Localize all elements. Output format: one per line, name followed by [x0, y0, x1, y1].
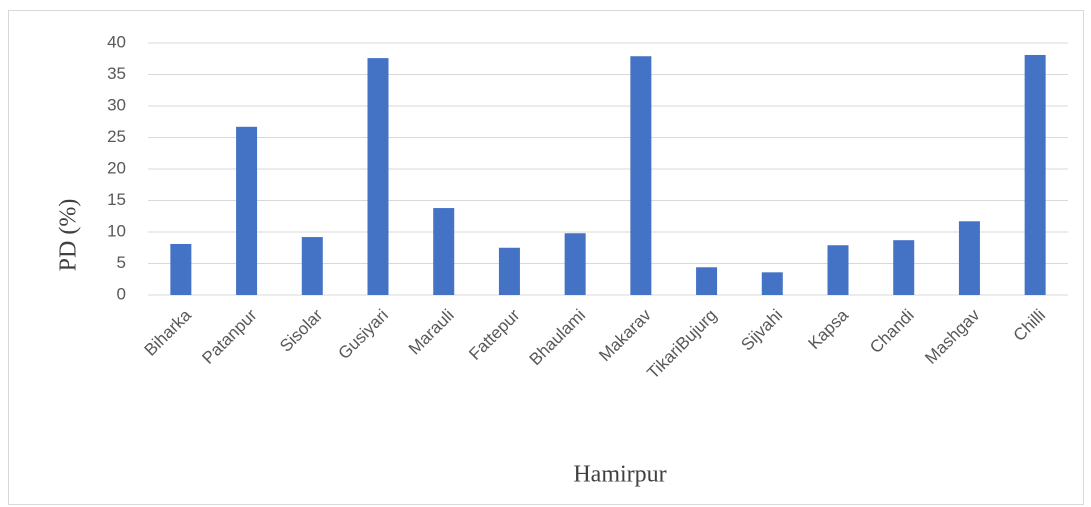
bar [564, 233, 586, 295]
y-tick-label: 30 [107, 95, 126, 114]
bar [893, 240, 915, 295]
bar [958, 221, 980, 295]
bar [630, 56, 652, 296]
y-tick-label: 5 [117, 253, 126, 272]
y-tick-label: 15 [107, 190, 126, 209]
bar [367, 58, 389, 296]
bar [1024, 54, 1046, 295]
y-axis-label: PD (%) [56, 199, 82, 272]
bar [696, 267, 718, 295]
y-tick-label: 40 [107, 32, 126, 51]
y-tick-label: 0 [117, 284, 126, 303]
y-tick-label: 10 [107, 221, 126, 240]
y-tick-label: 20 [107, 158, 126, 177]
bar [761, 272, 783, 295]
y-tick-label: 35 [107, 64, 126, 83]
y-tick-label: 25 [107, 127, 126, 146]
bar [433, 208, 455, 295]
bar [498, 247, 520, 295]
bar [301, 237, 323, 295]
bar [170, 243, 192, 295]
x-axis-label: Hamirpur [573, 462, 666, 488]
bar [236, 126, 258, 295]
chart-border [8, 10, 1084, 505]
bar [827, 245, 849, 295]
